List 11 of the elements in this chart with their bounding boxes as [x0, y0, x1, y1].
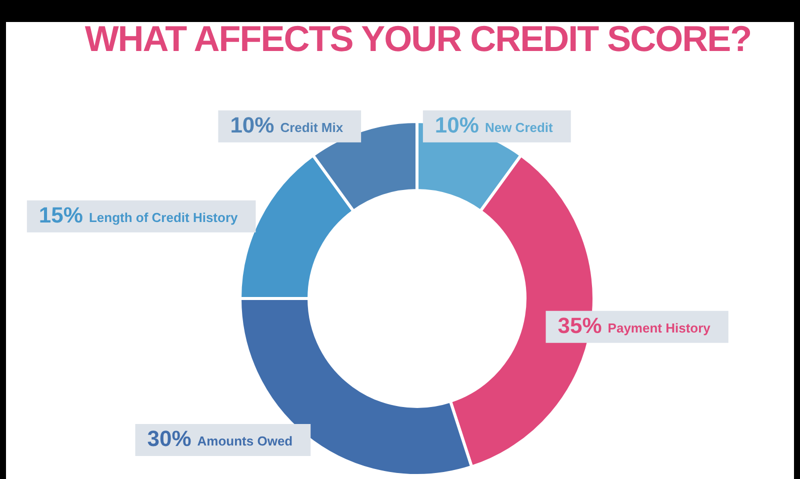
chart-title: WHAT AFFECTS YOUR CREDIT SCORE?: [84, 18, 752, 60]
data-label: 15%: [38, 202, 83, 228]
slice-label: New Credit: [484, 120, 554, 135]
slice-label: Credit Mix: [280, 120, 344, 135]
data-label: 10%: [230, 112, 274, 138]
data-label: 35%: [558, 312, 602, 338]
data-label: 10%: [434, 112, 479, 138]
slice-label: Length of Credit History: [88, 210, 238, 225]
slice-label: Amounts Owed: [197, 434, 293, 449]
slice-label: Payment History: [608, 320, 712, 336]
data-label: 30%: [147, 426, 192, 452]
